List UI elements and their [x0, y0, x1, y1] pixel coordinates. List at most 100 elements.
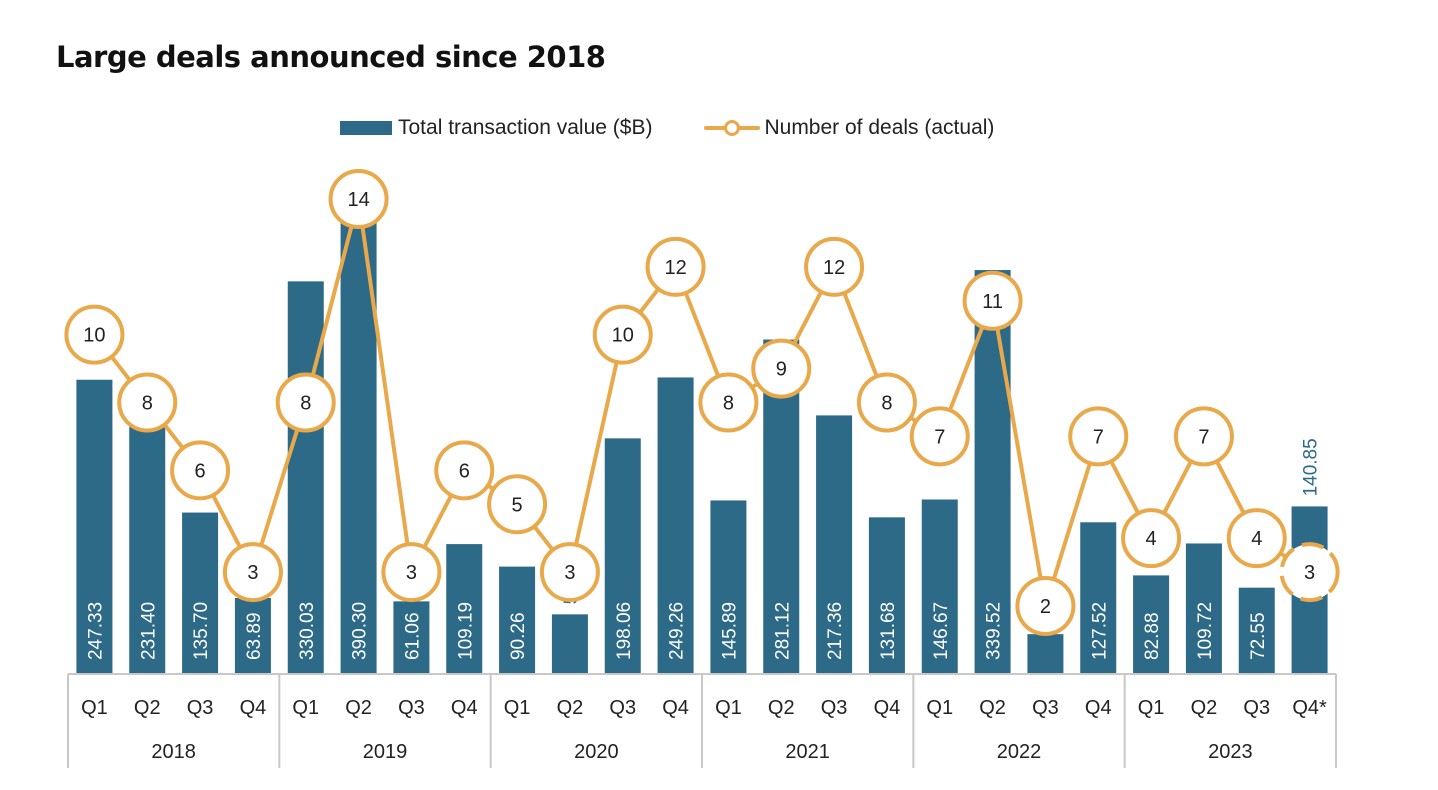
quarter-tick-label: Q1 — [1138, 697, 1165, 719]
quarter-tick-label: Q3 — [1032, 697, 1059, 719]
deal-count-marker — [645, 236, 706, 297]
quarter-tick-label: Q3 — [609, 697, 636, 719]
deal-count-marker — [1068, 406, 1129, 467]
legend-item-transaction-value: Total transaction value ($B) — [340, 116, 652, 140]
deal-count-marker — [751, 338, 812, 399]
bar-value-label: 140.85 — [1301, 438, 1322, 496]
deal-count-label: 8 — [723, 393, 734, 415]
bar — [129, 398, 166, 674]
bar-value-label: 217.36 — [825, 602, 846, 660]
deal-count-marker — [222, 542, 283, 603]
bar — [551, 614, 588, 674]
year-tick-label: 2018 — [151, 741, 196, 763]
year-tick-label: 2020 — [574, 741, 619, 763]
quarter-tick-label: Q2 — [1191, 697, 1218, 719]
bar — [921, 499, 958, 674]
bar — [657, 377, 694, 674]
deal-count-label: 6 — [195, 460, 206, 482]
quarter-tick-label: Q2 — [979, 697, 1006, 719]
chart-title: Large deals announced since 2018 — [56, 40, 606, 74]
bar — [710, 500, 747, 674]
quarter-tick-label: Q1 — [715, 697, 742, 719]
bar-value-label: 390.30 — [350, 602, 371, 660]
bar — [1185, 543, 1222, 674]
deal-count-label: 8 — [881, 393, 892, 415]
bar-value-label: 339.52 — [984, 602, 1005, 660]
legend-item-number-of-deals: Number of deals (actual) — [704, 116, 994, 140]
deal-count-label: 12 — [664, 257, 686, 279]
deal-count-label: 3 — [564, 562, 575, 584]
bar — [76, 379, 113, 674]
bar — [1027, 634, 1064, 674]
quarter-tick-label: Q1 — [504, 697, 531, 719]
deal-count-marker — [909, 406, 970, 467]
deal-count-marker — [1173, 406, 1234, 467]
bar — [1238, 587, 1275, 674]
deal-count-marker — [64, 304, 125, 365]
deal-count-label: 2 — [1040, 596, 1051, 618]
deal-count-label: 9 — [776, 359, 787, 381]
quarter-tick-label: Q4 — [662, 697, 689, 719]
quarter-tick-label: Q2 — [345, 697, 372, 719]
deal-count-marker — [698, 372, 759, 433]
bar — [182, 512, 219, 674]
deal-count-marker — [328, 169, 389, 229]
deal-count-label: 4 — [1146, 528, 1157, 550]
quarter-tick-label: Q3 — [398, 697, 425, 719]
deal-count-label: 10 — [83, 325, 105, 347]
bar-value-label: 135.70 — [191, 602, 212, 660]
bar-value-label: 145.89 — [719, 602, 740, 660]
bar-value-label: 198.06 — [614, 602, 635, 660]
deal-count-label: 14 — [347, 189, 369, 211]
bar-value-label: 330.03 — [297, 602, 318, 660]
deal-count-label: 4 — [1251, 528, 1262, 550]
deal-count-label: 3 — [247, 562, 258, 584]
deal-count-marker — [592, 304, 653, 365]
deal-count-marker — [962, 270, 1023, 331]
quarter-tick-label: Q1 — [926, 697, 953, 719]
deal-count-label: 10 — [612, 325, 634, 347]
deal-count-marker — [1226, 508, 1287, 569]
quarter-tick-label: Q2 — [134, 697, 161, 719]
bar-value-label: 63.89 — [244, 612, 265, 660]
bar-value-label: 131.68 — [878, 602, 899, 660]
deal-count-label: 3 — [1304, 562, 1315, 584]
bar — [1133, 575, 1170, 674]
quarter-tick-label: Q4 — [1085, 697, 1112, 719]
bar-value-label: 146.67 — [931, 602, 952, 660]
deal-count-marker — [1121, 508, 1182, 569]
deal-count-label: 8 — [300, 393, 311, 415]
bar — [868, 517, 905, 674]
year-tick-label: 2023 — [1208, 741, 1253, 763]
bar — [974, 270, 1011, 674]
quarter-tick-label: Q3 — [1243, 697, 1270, 719]
deal-count-label: 6 — [459, 460, 470, 482]
quarter-tick-label: Q1 — [81, 697, 108, 719]
bar — [446, 544, 483, 674]
bar-value-label: 90.26 — [508, 612, 529, 660]
quarter-tick-label: Q1 — [292, 697, 319, 719]
deal-count-marker — [804, 236, 865, 297]
deal-count-label: 12 — [823, 257, 845, 279]
bar — [499, 566, 536, 674]
bar-value-label: 109.72 — [1195, 602, 1216, 660]
bar-value-label: 61.06 — [402, 612, 423, 660]
bar — [816, 415, 853, 674]
legend-label: Total transaction value ($B) — [398, 116, 653, 139]
legend-line-marker-icon — [704, 118, 761, 138]
quarter-tick-label: Q4 — [451, 697, 478, 719]
bar-value-label: 72.55 — [1248, 612, 1269, 660]
legend-label: Number of deals (actual) — [764, 116, 995, 139]
deal-count-marker — [170, 440, 231, 501]
deal-count-marker — [539, 542, 600, 603]
bar-value-label: 249.26 — [667, 602, 688, 660]
chart-legend: Total transaction value ($B) Number of d… — [340, 116, 1046, 140]
bar — [393, 601, 430, 674]
bar — [234, 597, 271, 674]
bar-value-label: 247.33 — [85, 602, 106, 660]
deal-count-marker — [117, 372, 178, 433]
deal-count-label: 7 — [1198, 426, 1209, 448]
deal-count-marker — [434, 440, 495, 501]
year-tick-label: 2022 — [997, 741, 1042, 763]
